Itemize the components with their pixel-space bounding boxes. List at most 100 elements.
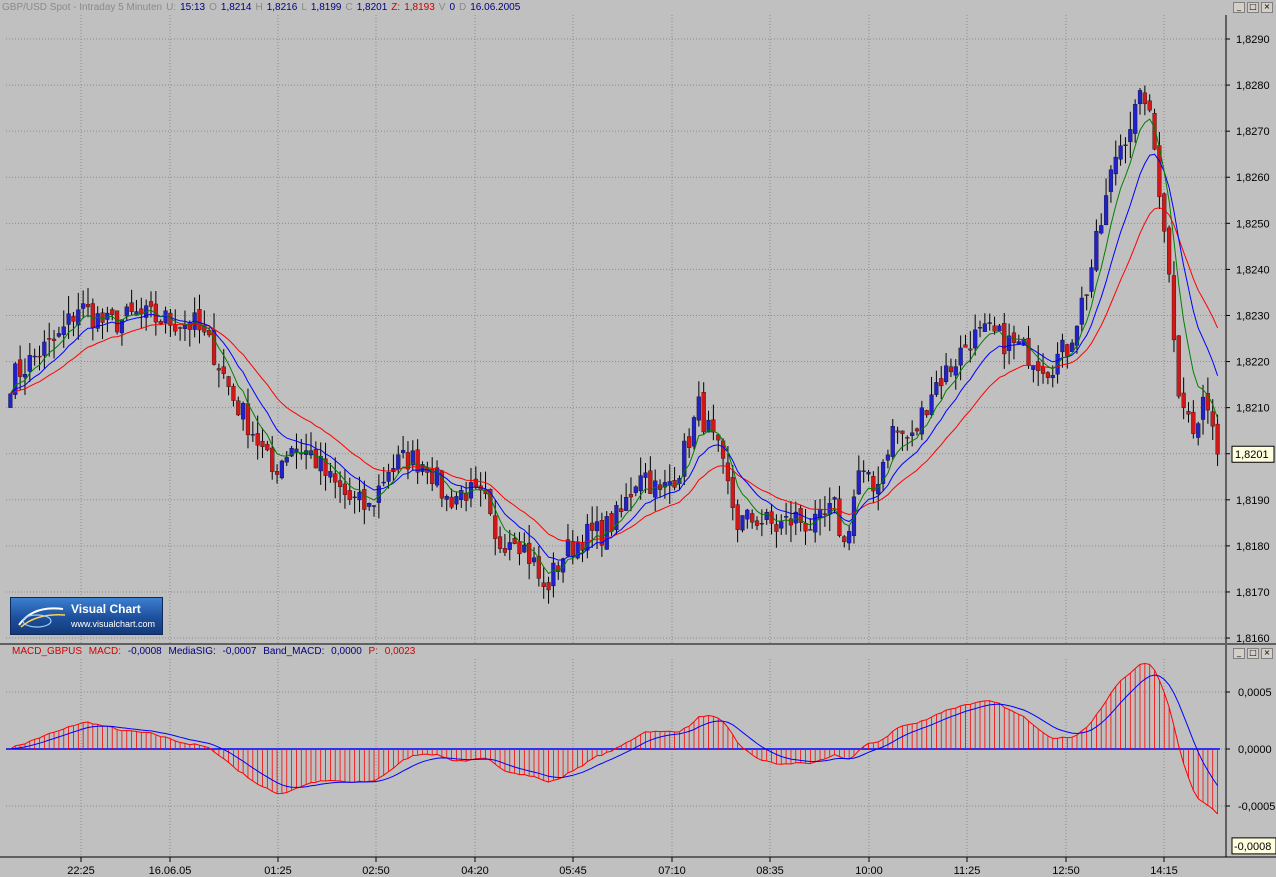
candle-body [939, 378, 944, 387]
candle-body [541, 582, 546, 587]
candle-body [56, 333, 61, 337]
visual-chart-logo[interactable]: Visual Chart www.visualchart.com [10, 597, 163, 635]
macd-chart[interactable]: 0,0005 0,0000 -0,0005 -0,0008 22:25 16.06.05 0… [0, 645, 1276, 877]
x-tick-label: 08:35 [756, 865, 784, 877]
candle-body [784, 516, 789, 518]
candle-body [638, 475, 643, 492]
macd-window-buttons: _ □ × [1233, 648, 1273, 659]
candle-body [958, 347, 963, 366]
candle-body [730, 477, 735, 508]
candle-body [735, 504, 740, 530]
maximize-button[interactable]: □ [1247, 648, 1259, 659]
candle-body [963, 344, 968, 348]
candle-body [643, 472, 648, 478]
candle-body [236, 400, 241, 416]
x-tick-label: 04:20 [461, 865, 489, 877]
candle-body [604, 516, 609, 550]
candle-body [71, 316, 76, 322]
y-tick-label: 1,8260 [1236, 172, 1270, 184]
candle-body [624, 496, 629, 511]
candle-body [134, 311, 139, 316]
y-tick-label: 1,8160 [1236, 633, 1270, 645]
candle-body [308, 450, 314, 456]
price-background [0, 0, 1276, 645]
candle-body [342, 483, 348, 495]
candle-body [706, 419, 711, 433]
close-button[interactable]: × [1261, 2, 1273, 13]
candle-body [614, 505, 619, 531]
candle-body [221, 366, 226, 374]
signal-label: MediaSIG: [168, 646, 216, 657]
candle-body [890, 426, 895, 457]
candle-body [769, 511, 774, 524]
x-tick-label: 05:45 [559, 865, 587, 877]
candle-body [808, 529, 813, 531]
last-price-label: 1,8201 [1235, 449, 1269, 461]
candle-body [1142, 92, 1147, 105]
macd-line [10, 662, 1218, 815]
close-button[interactable]: × [1261, 648, 1273, 659]
candle-body [32, 355, 37, 358]
y-tick-label: 1,8280 [1236, 80, 1270, 92]
candle-body [1147, 100, 1152, 111]
p-label: P: [368, 646, 378, 657]
candle-body [633, 486, 638, 494]
candle-body [953, 366, 958, 376]
candle-body [1162, 193, 1167, 232]
candle-body [1031, 365, 1036, 370]
y-tick-label: 1,8240 [1236, 264, 1270, 276]
candle-body [1137, 90, 1143, 105]
candle-body [473, 478, 478, 488]
minimize-button[interactable]: _ [1233, 2, 1245, 13]
candle-body [51, 338, 57, 341]
price-chart[interactable]: 1,8290 1,8280 1,8270 1,8260 1,8250 1,8240 1,82… [0, 0, 1276, 645]
candle-body [279, 460, 285, 479]
candle-body [362, 489, 367, 510]
candle-body [95, 313, 100, 329]
y-tick-label: -0,0005 [1238, 801, 1275, 813]
candle-body [284, 457, 289, 463]
candle-body [90, 303, 95, 328]
candle-body [1181, 392, 1186, 408]
macd-label: MACD: [88, 646, 122, 657]
y-tick-label: 1,8290 [1236, 34, 1270, 46]
candle-body [124, 306, 129, 317]
candle-body [619, 508, 624, 512]
candle-body [919, 407, 924, 435]
price-header: GBP/USD Spot - Intraday 5 Minuten U: 15:… [0, 0, 1230, 15]
candle-body [8, 393, 13, 408]
candle-body [1128, 129, 1133, 143]
candle-body [900, 430, 905, 434]
candle-body [570, 541, 575, 557]
candle-body [943, 365, 949, 383]
candle-body [905, 437, 910, 439]
maximize-button[interactable]: □ [1247, 2, 1259, 13]
candle-body [885, 454, 891, 461]
candle-body [822, 513, 827, 515]
candle-body [740, 515, 745, 531]
last-macd-label: -0,0008 [1234, 841, 1271, 853]
candle-body [1070, 342, 1075, 352]
candle-body [982, 323, 987, 332]
minimize-button[interactable]: _ [1233, 648, 1245, 659]
candle-body [696, 396, 701, 421]
candle-body [459, 490, 464, 501]
candle-body [1045, 372, 1050, 378]
high-value: 1,8216 [266, 2, 298, 13]
candle-body [76, 309, 81, 326]
candle-body [1176, 335, 1181, 397]
candle-body [158, 321, 163, 325]
y-tick-label: 0,0005 [1238, 687, 1272, 699]
candle-body [531, 557, 537, 563]
candle-body [367, 503, 372, 507]
candle-body [599, 520, 604, 546]
candle-body [711, 419, 716, 433]
candle-body [260, 440, 265, 448]
candle-body [1007, 335, 1012, 351]
candle-body [551, 562, 556, 587]
candle-body [691, 417, 697, 447]
volume-value: 0 [449, 2, 456, 13]
candle-body [454, 496, 459, 505]
candle-body [992, 325, 997, 332]
candle-body [216, 368, 221, 371]
